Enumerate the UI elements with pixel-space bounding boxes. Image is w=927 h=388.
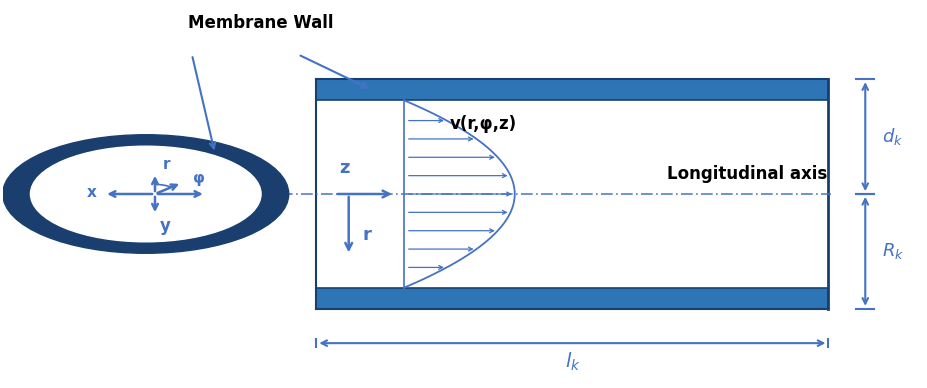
Text: r: r — [362, 226, 371, 244]
Text: Membrane Wall: Membrane Wall — [188, 14, 334, 32]
Text: $l_k$: $l_k$ — [564, 351, 579, 373]
Bar — [316, 100, 828, 288]
Text: φ: φ — [193, 171, 205, 186]
Text: z: z — [338, 159, 349, 177]
Text: $d_k$: $d_k$ — [881, 126, 902, 147]
Circle shape — [31, 146, 260, 242]
Text: v(r,φ,z): v(r,φ,z) — [450, 115, 516, 133]
Bar — [316, 288, 828, 309]
Text: Longitudinal axis: Longitudinal axis — [667, 165, 826, 183]
Text: r: r — [162, 157, 170, 172]
Bar — [316, 79, 828, 100]
Circle shape — [3, 135, 288, 253]
Text: y: y — [159, 217, 171, 235]
Text: x: x — [86, 185, 96, 199]
Text: $R_k$: $R_k$ — [881, 241, 903, 262]
